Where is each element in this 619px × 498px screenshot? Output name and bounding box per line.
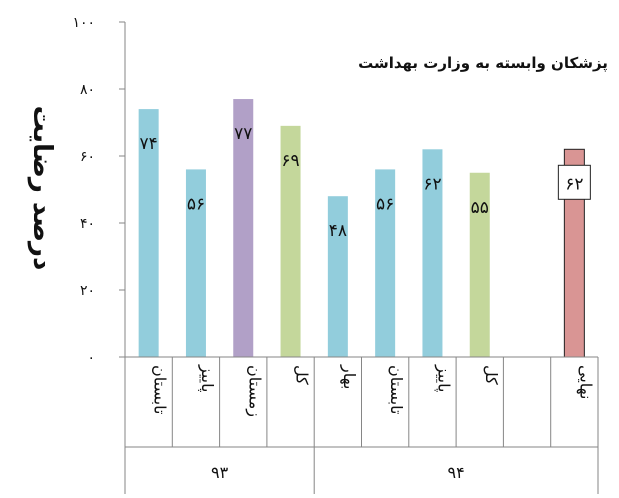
x-group-label: ۹۴ [448, 463, 465, 482]
bar [375, 169, 396, 357]
y-tick-label: ۶۰ [80, 149, 95, 165]
value-label: ۵۶ [376, 194, 394, 214]
value-label: ۷۴ [140, 134, 158, 154]
chart-title: پزشکان وابسته به وزارت بهداشت [358, 54, 608, 73]
x-category-label: بهار [339, 364, 359, 389]
y-tick-label: ۱۰۰ [72, 15, 95, 31]
x-group-label: ۹۳ [211, 463, 229, 482]
x-axis: تابستان پاییز زمستان کل بهار تابستان پاییز کل نه… [124, 356, 599, 494]
bar [233, 99, 254, 358]
x-category-label: تابستان [387, 365, 406, 415]
bar [138, 109, 159, 357]
x-category-label: کل [482, 365, 501, 385]
bar [280, 125, 301, 357]
x-category-label: زمستان [244, 365, 264, 417]
value-label: ۶۲ [565, 174, 583, 194]
y-axis-label: درصد رضایت [27, 106, 57, 271]
value-label: ۶۲ [423, 174, 441, 194]
y-tick-label: ۰ [87, 350, 95, 366]
y-tick-label: ۴۰ [80, 216, 95, 232]
x-category-label: تابستان [151, 365, 170, 415]
bar [469, 172, 490, 357]
y-tick-label: ۸۰ [80, 82, 95, 98]
bar [185, 169, 206, 357]
x-category-label: پاییز [197, 364, 217, 392]
y-axis: ۰ ۲۰ ۴۰ ۶۰ ۸۰ ۱۰۰ [72, 15, 126, 366]
value-label: ۶۹ [281, 151, 299, 171]
bar [327, 196, 348, 357]
bars: ۷۴ ۵۶ ۷۷ ۶۹ ۴۸ ۵۶ ۶۲ ۵۵ ۶۲ [138, 99, 591, 358]
value-label: ۵۶ [187, 194, 205, 214]
bar [422, 149, 443, 357]
x-category-label: پاییز [433, 364, 453, 392]
value-label: ۵۵ [471, 198, 489, 218]
value-label-box [557, 164, 591, 200]
y-tick-label: ۲۰ [80, 283, 95, 299]
x-category-label: نهایی [575, 365, 595, 400]
x-category-label: کل [293, 365, 312, 385]
value-label: ۷۷ [234, 124, 252, 144]
value-label: ۴۸ [329, 221, 347, 241]
